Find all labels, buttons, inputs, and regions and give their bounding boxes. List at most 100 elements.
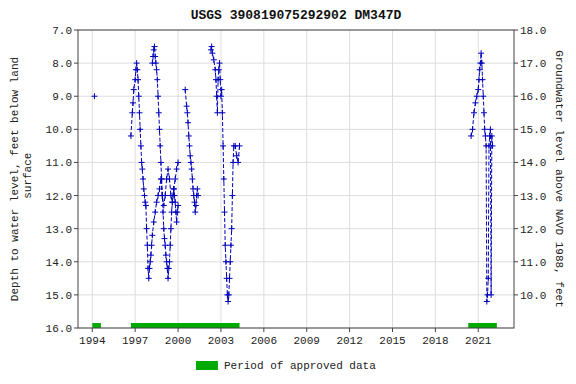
- grid-line: [263, 30, 264, 328]
- grid-line: [78, 261, 514, 262]
- data-point: [186, 133, 192, 139]
- x-tick: [263, 328, 264, 332]
- x-tick-label: 2006: [251, 335, 277, 347]
- data-point: [153, 60, 159, 66]
- y2-tick-label: 11.0: [520, 257, 546, 269]
- data-point: [151, 44, 157, 50]
- data-point: [151, 219, 157, 225]
- data-line: [471, 53, 492, 301]
- y-tick: [74, 63, 78, 64]
- data-point: [152, 53, 158, 59]
- data-point: [193, 202, 199, 208]
- y2-tick-label: 17.0: [520, 58, 546, 70]
- data-point: [136, 93, 142, 99]
- data-point: [184, 110, 190, 116]
- data-point: [188, 159, 194, 165]
- data-point: [149, 232, 155, 238]
- data-point: [136, 110, 142, 116]
- grid-line: [78, 228, 514, 229]
- data-line: [211, 47, 240, 302]
- data-point: [488, 292, 494, 298]
- data-point: [159, 193, 165, 199]
- x-tick-label: 1997: [122, 335, 148, 347]
- data-point: [141, 193, 147, 199]
- y-tick-label: 14.0: [46, 257, 72, 269]
- x-tick-label: 2012: [336, 335, 362, 347]
- y2-tick-label: 14.0: [520, 157, 546, 169]
- y2-axis-label: Groundwater level above NAVD 1988, feet: [553, 50, 565, 307]
- data-point: [130, 100, 136, 106]
- data-point: [141, 186, 147, 192]
- data-point: [216, 67, 222, 73]
- y-tick: [74, 195, 78, 196]
- data-point: [490, 143, 496, 149]
- data-point: [166, 265, 172, 271]
- y2-tick: [514, 96, 518, 97]
- data-point: [487, 126, 493, 132]
- y-tick: [74, 162, 78, 163]
- x-tick-label: 2009: [294, 335, 320, 347]
- data-point: [225, 299, 231, 305]
- y2-tick-label: 13.0: [520, 191, 546, 203]
- x-tick-label: 1994: [79, 335, 106, 347]
- y2-tick-label: 10.0: [520, 290, 546, 302]
- y-tick: [74, 228, 78, 229]
- data-point: [137, 126, 143, 132]
- y2-tick-label: 12.0: [520, 224, 546, 236]
- data-point: [151, 47, 157, 53]
- data-point: [158, 159, 164, 165]
- grid-line: [478, 30, 479, 328]
- data-point: [192, 209, 198, 215]
- data-point: [226, 292, 232, 298]
- y2-tick: [514, 261, 518, 262]
- legend-swatch: [196, 361, 218, 370]
- data-point: [484, 299, 490, 305]
- data-point: [187, 143, 193, 149]
- data-point: [208, 47, 214, 53]
- data-point: [161, 202, 167, 208]
- data-point: [468, 133, 474, 139]
- grid-line: [78, 294, 514, 295]
- data-point: [156, 126, 162, 132]
- data-point: [148, 252, 154, 258]
- x-tick-label: 2021: [465, 335, 492, 347]
- data-point: [482, 126, 488, 132]
- plot-frame: [78, 30, 514, 328]
- y-tick: [74, 261, 78, 262]
- x-tick-label: 2000: [165, 335, 191, 347]
- data-point: [218, 93, 224, 99]
- y2-tick: [514, 195, 518, 196]
- data-point: [146, 275, 152, 281]
- data-point: [134, 60, 140, 66]
- grid-line: [392, 30, 393, 328]
- grid-line: [78, 96, 514, 97]
- y-tick: [74, 294, 78, 295]
- data-point: [219, 87, 225, 93]
- data-point: [161, 226, 167, 232]
- data-point: [477, 67, 483, 73]
- approved-period: [92, 323, 101, 328]
- plot-area: [91, 44, 496, 328]
- y-tick: [74, 129, 78, 130]
- data-point: [172, 199, 178, 205]
- data-point: [478, 50, 484, 56]
- data-point: [175, 202, 181, 208]
- data-point: [479, 60, 485, 66]
- data-point: [228, 242, 234, 248]
- legend: Period of approved data: [196, 360, 376, 372]
- y-tick-label: 15.0: [46, 290, 72, 302]
- data-point: [219, 110, 225, 116]
- x-tick: [349, 328, 350, 332]
- data-point: [227, 259, 233, 265]
- data-point: [161, 236, 167, 242]
- chart-title: USGS 390819075292902 DM347D: [191, 8, 402, 23]
- data-point: [174, 166, 180, 172]
- x-tick: [178, 328, 179, 332]
- y2-tick: [514, 129, 518, 130]
- data-point: [146, 265, 152, 271]
- data-point: [154, 67, 160, 73]
- data-point: [222, 209, 228, 215]
- data-point: [160, 209, 166, 215]
- y-tick-label: 11.0: [46, 157, 72, 169]
- data-point: [139, 159, 145, 165]
